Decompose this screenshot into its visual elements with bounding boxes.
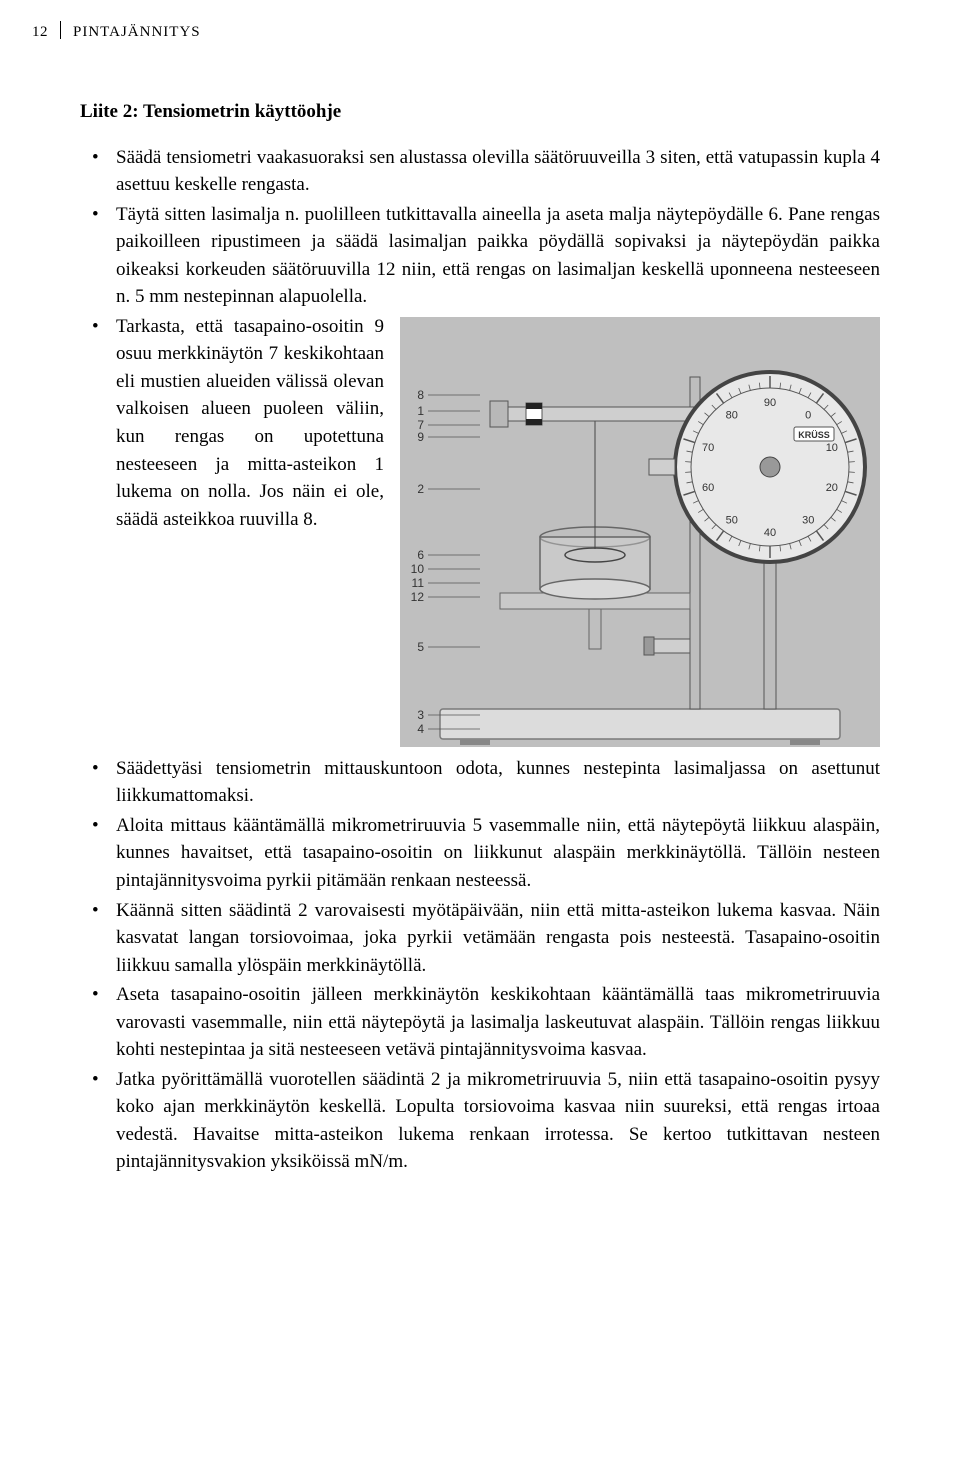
list-text: Tarkasta, että tasapaino-osoitin 9 osuu … [116, 316, 384, 530]
list-text: Käännä sitten säädintä 2 varovaisesti my… [116, 900, 880, 976]
svg-text:60: 60 [702, 482, 714, 494]
svg-text:90: 90 [764, 397, 776, 409]
svg-text:10: 10 [411, 562, 425, 576]
list-item: Aseta tasapaino-osoitin jälleen merkkinä… [80, 981, 880, 1064]
list-item: Täytä sitten lasimalja n. puolilleen tut… [80, 201, 880, 311]
svg-text:30: 30 [802, 514, 814, 526]
running-header: 12 PINTAJÄNNITYS [32, 18, 201, 41]
svg-text:20: 20 [826, 482, 838, 494]
page-number: 12 [32, 24, 48, 41]
list-item: Käännä sitten säädintä 2 varovaisesti my… [80, 897, 880, 980]
svg-text:2: 2 [417, 482, 424, 496]
body: Liite 2: Tensiometrin käyttöohje Säädä t… [80, 98, 880, 1176]
list-item: Säädä tensiometri vaakasuoraksi sen alus… [80, 144, 880, 199]
svg-text:6: 6 [417, 548, 424, 562]
tensiometer-svg: 9001020304050607080KRÜSS817926101112534 [400, 317, 880, 747]
svg-text:4: 4 [417, 722, 424, 736]
attachment-title: Liite 2: Tensiometrin käyttöohje [80, 98, 880, 126]
svg-text:12: 12 [411, 590, 425, 604]
header-separator [60, 21, 61, 39]
svg-text:8: 8 [417, 388, 424, 402]
svg-text:0: 0 [805, 409, 811, 421]
list-text: Täytä sitten lasimalja n. puolilleen tut… [116, 204, 880, 308]
svg-text:1: 1 [417, 404, 424, 418]
svg-text:80: 80 [726, 409, 738, 421]
svg-text:40: 40 [764, 527, 776, 539]
list-text: Jatka pyörittämällä vuorotellen säädintä… [116, 1069, 880, 1173]
list-text: Aloita mittaus kääntämällä mikrometriruu… [116, 815, 880, 891]
svg-text:KRÜSS: KRÜSS [798, 430, 830, 440]
list-text: Aseta tasapaino-osoitin jälleen merkkinä… [116, 984, 880, 1060]
svg-text:11: 11 [412, 576, 425, 590]
list-text: Säädä tensiometri vaakasuoraksi sen alus… [116, 147, 880, 196]
svg-text:50: 50 [726, 514, 738, 526]
svg-text:5: 5 [417, 640, 424, 654]
svg-text:9: 9 [417, 430, 424, 444]
svg-text:70: 70 [702, 442, 714, 454]
instruction-list: Säädä tensiometri vaakasuoraksi sen alus… [80, 144, 880, 1176]
list-item: Säädettyäsi tensiometrin mittauskuntoon … [80, 755, 880, 810]
list-item-with-figure: 9001020304050607080KRÜSS817926101112534 … [80, 313, 880, 753]
page: 12 PINTAJÄNNITYS Liite 2: Tensiometrin k… [0, 0, 960, 1473]
list-item: Aloita mittaus kääntämällä mikrometriruu… [80, 812, 880, 895]
svg-text:3: 3 [417, 708, 424, 722]
running-head: PINTAJÄNNITYS [73, 24, 201, 41]
svg-text:10: 10 [826, 442, 838, 454]
list-text: Säädettyäsi tensiometrin mittauskuntoon … [116, 758, 880, 807]
tensiometer-figure: 9001020304050607080KRÜSS817926101112534 [400, 317, 880, 747]
list-item: Jatka pyörittämällä vuorotellen säädintä… [80, 1066, 880, 1176]
